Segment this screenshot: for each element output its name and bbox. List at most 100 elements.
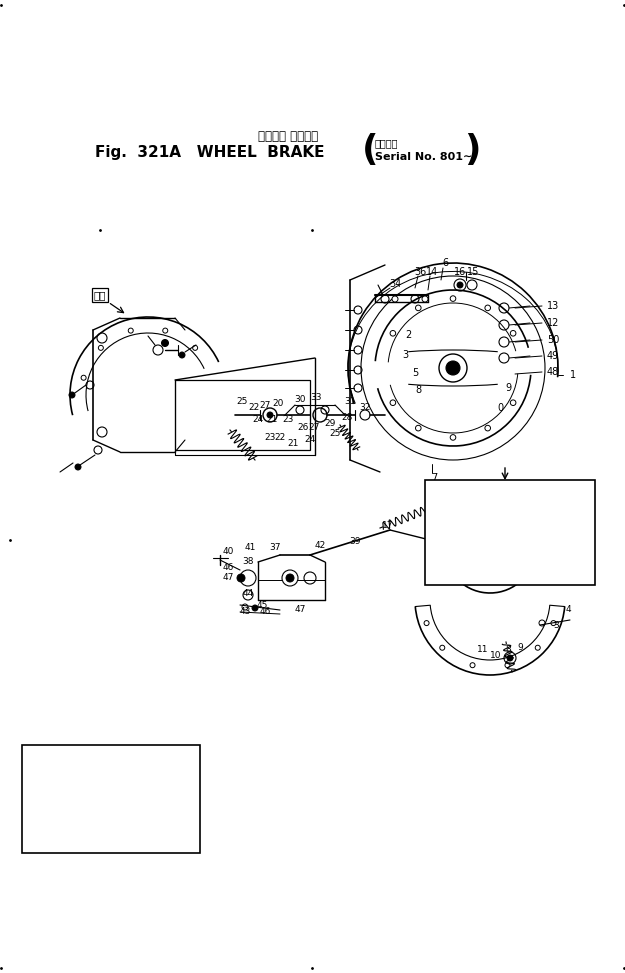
Text: 8: 8	[505, 645, 511, 655]
Text: 37: 37	[269, 543, 281, 552]
Circle shape	[161, 340, 169, 346]
Text: 40: 40	[222, 548, 234, 557]
Text: 50: 50	[547, 335, 559, 345]
Text: 7: 7	[431, 473, 437, 483]
Text: 30: 30	[294, 395, 306, 405]
Text: 6: 6	[442, 258, 448, 268]
Text: ホイール ブレーキ: ホイール ブレーキ	[258, 130, 318, 143]
Text: 53: 53	[42, 823, 54, 833]
Text: 0: 0	[497, 403, 503, 413]
Circle shape	[267, 412, 273, 418]
Text: 23: 23	[264, 434, 276, 443]
Text: 14: 14	[426, 267, 438, 277]
Text: Serial No. 801∼: Serial No. 801∼	[375, 152, 472, 162]
Text: 47: 47	[294, 605, 306, 615]
Text: 46: 46	[259, 607, 271, 617]
Text: 31: 31	[344, 398, 356, 407]
Circle shape	[69, 392, 75, 398]
Circle shape	[422, 296, 428, 302]
Circle shape	[252, 605, 258, 611]
Text: 10: 10	[490, 651, 502, 660]
Text: 8: 8	[415, 385, 421, 395]
Text: 43: 43	[42, 785, 54, 795]
Text: 41: 41	[112, 818, 124, 828]
Text: (: (	[362, 133, 378, 167]
Text: 34: 34	[389, 279, 401, 289]
Text: 適用号機: 適用号機	[78, 745, 102, 755]
Circle shape	[179, 352, 185, 358]
Text: 36: 36	[414, 267, 426, 277]
Text: 25: 25	[236, 397, 248, 406]
Text: 18: 18	[474, 528, 486, 537]
Text: 22: 22	[248, 404, 259, 413]
Text: 39: 39	[349, 537, 361, 547]
Circle shape	[237, 574, 245, 582]
Text: 9: 9	[505, 383, 511, 393]
Bar	[425, 480, 595, 585]
Text: 41: 41	[244, 543, 256, 552]
Circle shape	[129, 826, 136, 834]
Text: 45: 45	[256, 600, 268, 609]
Text: 9: 9	[517, 643, 523, 653]
Text: 21: 21	[266, 415, 278, 424]
Text: Serial No. 1569−: Serial No. 1569−	[46, 757, 134, 767]
Circle shape	[446, 361, 460, 375]
Text: 32: 32	[359, 404, 371, 413]
Text: 21: 21	[288, 439, 299, 448]
Text: 29: 29	[324, 418, 336, 427]
Text: 2: 2	[405, 330, 411, 340]
Text: 16: 16	[454, 267, 466, 277]
Text: 3: 3	[402, 350, 408, 360]
Text: 23: 23	[282, 415, 294, 424]
Text: 26: 26	[298, 423, 309, 433]
Text: 25: 25	[329, 429, 341, 439]
Text: 適用号機: 適用号機	[500, 489, 524, 499]
Text: 38: 38	[242, 558, 254, 566]
Text: Fig.  321A   WHEEL  BRAKE: Fig. 321A WHEEL BRAKE	[95, 146, 325, 161]
Text: 13: 13	[547, 301, 559, 311]
Text: 27: 27	[308, 422, 320, 431]
Text: 35: 35	[424, 495, 436, 504]
Text: 1: 1	[570, 370, 576, 380]
Text: 12: 12	[547, 318, 559, 328]
Circle shape	[392, 296, 398, 302]
Text: ): )	[464, 133, 480, 167]
Text: 4: 4	[565, 605, 571, 615]
Text: 43: 43	[239, 607, 251, 617]
Text: 42: 42	[314, 540, 326, 550]
Circle shape	[439, 354, 467, 382]
Circle shape	[75, 464, 81, 470]
Text: 11: 11	[478, 645, 489, 655]
Text: 27: 27	[259, 401, 271, 410]
Circle shape	[54, 831, 62, 839]
Text: 20: 20	[272, 400, 284, 409]
Circle shape	[507, 655, 513, 661]
Bar	[22, 745, 200, 853]
Text: 28: 28	[341, 414, 352, 422]
Text: 17: 17	[448, 532, 459, 542]
Text: 33: 33	[310, 393, 322, 403]
Text: 15: 15	[554, 533, 566, 543]
Text: 52: 52	[444, 535, 456, 545]
Text: 24: 24	[253, 415, 264, 424]
Circle shape	[282, 570, 298, 586]
Text: 17: 17	[382, 522, 394, 530]
Text: 15: 15	[467, 267, 479, 277]
Text: 22: 22	[274, 434, 286, 443]
Text: 46: 46	[222, 563, 234, 572]
Text: Serial No. 1545∼: Serial No. 1545∼	[468, 501, 556, 511]
Text: 24: 24	[304, 436, 316, 445]
Text: 前方: 前方	[94, 290, 106, 300]
Circle shape	[457, 282, 463, 288]
Text: 51: 51	[436, 547, 448, 557]
Text: 44: 44	[242, 590, 254, 598]
Text: 47: 47	[222, 573, 234, 583]
Text: 48: 48	[547, 367, 559, 377]
Text: 3: 3	[553, 621, 559, 630]
Circle shape	[286, 574, 294, 582]
Circle shape	[455, 562, 461, 568]
Text: 5: 5	[412, 368, 418, 378]
Text: 適用号機: 適用号機	[375, 138, 399, 148]
Text: 19: 19	[564, 544, 576, 553]
Text: 49: 49	[547, 351, 559, 361]
